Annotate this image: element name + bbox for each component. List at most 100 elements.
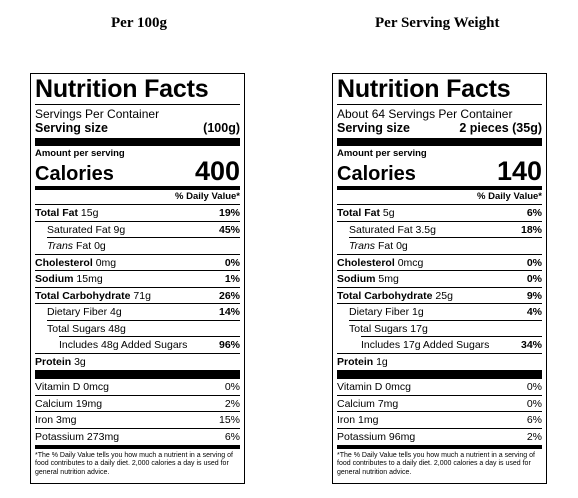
- dietary-fiber-pct: 4%: [526, 306, 542, 318]
- sodium-pct: 1%: [224, 273, 240, 285]
- added-sugars-row: Includes 48g Added Sugars 96%: [35, 337, 240, 354]
- protein-amount: 1g: [376, 355, 388, 368]
- calories-label: Calories: [337, 163, 416, 185]
- potassium-row: Potassium 96mg 2%: [337, 429, 542, 446]
- dietary-fiber-pct: 14%: [218, 306, 240, 318]
- total-fat-amount: 5g: [382, 207, 395, 219]
- protein-row: Protein 1g: [337, 354, 542, 371]
- total-carb-pct: 26%: [218, 289, 240, 302]
- sodium-amount: 5mg: [378, 273, 399, 285]
- potassium-pct: 2%: [526, 430, 542, 443]
- vitamin-d-label: Vitamin D 0mcg: [337, 381, 411, 393]
- footnote: *The % Daily Value tells you how much a …: [337, 452, 535, 476]
- vitamin-d-pct: 0%: [526, 381, 542, 393]
- nutrition-facts-title: Nutrition Facts: [337, 75, 511, 103]
- calories-value: 400: [194, 156, 240, 186]
- column-heading-per-100g: Per 100g: [111, 15, 167, 31]
- iron-label: Iron 3mg: [35, 414, 77, 426]
- calcium-row: Calcium 19mg 2%: [35, 396, 240, 412]
- iron-pct: 6%: [526, 414, 542, 426]
- daily-value-header: % Daily Value*: [35, 190, 240, 205]
- total-sugars-row: Total Sugars 17g: [337, 321, 542, 338]
- total-carb-row: Total Carbohydrate 71g 26%: [35, 288, 240, 304]
- calcium-pct: 0%: [526, 397, 542, 410]
- total-carb-label: Total Carbohydrate: [35, 289, 131, 302]
- protein-row: Protein 3g: [35, 354, 240, 371]
- serving-size-label: Serving size: [35, 121, 108, 135]
- calories-value: 140: [496, 156, 542, 186]
- total-carb-amount: 25g: [435, 289, 453, 302]
- iron-pct: 15%: [218, 414, 240, 426]
- total-sugars-label: Total Sugars 48g: [47, 322, 126, 335]
- total-fat-row: Total Fat 5g 6%: [337, 205, 542, 222]
- total-sugars-row: Total Sugars 48g: [35, 321, 240, 338]
- cholesterol-amount: 0mcg: [397, 256, 424, 269]
- total-fat-pct: 19%: [218, 207, 240, 219]
- trans-fat-row: Trans Fat 0g: [35, 238, 240, 255]
- trans-fat-row: Trans Fat 0g: [337, 238, 542, 255]
- added-sugars-pct: 96%: [218, 339, 240, 351]
- calories-row: Calories 400: [35, 156, 240, 186]
- sodium-label: Sodium: [35, 273, 74, 285]
- added-sugars-row: Includes 17g Added Sugars 34%: [337, 337, 542, 354]
- thick-divider: [337, 370, 542, 379]
- trans-fat-label: Trans: [349, 240, 376, 252]
- added-sugars-pct: 34%: [520, 339, 542, 351]
- total-carb-label: Total Carbohydrate: [337, 289, 433, 302]
- calories-label: Calories: [35, 163, 114, 185]
- daily-value-header: % Daily Value*: [337, 190, 542, 205]
- protein-amount: 3g: [74, 355, 86, 368]
- iron-row: Iron 1mg 6%: [337, 412, 542, 429]
- total-carb-pct: 9%: [526, 289, 542, 302]
- saturated-fat-row: Saturated Fat 9g 45%: [35, 222, 240, 239]
- calories-row: Calories 140: [337, 156, 542, 186]
- dietary-fiber-label: Dietary Fiber 1g: [349, 306, 424, 318]
- added-sugars-label: Includes 17g Added Sugars: [361, 339, 490, 351]
- saturated-fat-row: Saturated Fat 3.5g 18%: [337, 222, 542, 239]
- vitamin-d-pct: 0%: [224, 381, 240, 393]
- total-fat-pct: 6%: [526, 207, 542, 219]
- iron-label: Iron 1mg: [337, 414, 379, 426]
- thick-divider: [35, 138, 240, 146]
- sodium-pct: 0%: [526, 273, 542, 285]
- total-fat-row: Total Fat 15g 19%: [35, 205, 240, 222]
- medium-divider: [337, 186, 542, 190]
- cholesterol-pct: 0%: [526, 256, 542, 269]
- serving-size-label: Serving size: [337, 121, 410, 135]
- nutrition-label-per-serving: Nutrition Facts About 64 Servings Per Co…: [332, 73, 547, 484]
- potassium-label: Potassium 273mg: [35, 430, 120, 443]
- calcium-label: Calcium 7mg: [337, 397, 399, 410]
- dietary-fiber-row: Dietary Fiber 4g 14%: [35, 304, 240, 321]
- trans-fat-label: Trans: [47, 240, 74, 252]
- divider: [337, 104, 542, 105]
- cholesterol-amount: 0mg: [95, 256, 117, 269]
- servings-per-container: About 64 Servings Per Container: [337, 107, 513, 121]
- dietary-fiber-label: Dietary Fiber 4g: [47, 306, 122, 318]
- sodium-row: Sodium 15mg 1%: [35, 271, 240, 288]
- vitamin-d-row: Vitamin D 0mcg 0%: [35, 379, 240, 396]
- cholesterol-row: Cholesterol 0mg 0%: [35, 255, 240, 271]
- total-carb-row: Total Carbohydrate 25g 9%: [337, 288, 542, 304]
- calcium-pct: 2%: [224, 397, 240, 410]
- saturated-fat-label: Saturated Fat 9g: [47, 223, 126, 236]
- added-sugars-label: Includes 48g Added Sugars: [59, 339, 188, 351]
- serving-size-row: Serving size 2 pieces (35g): [337, 121, 542, 136]
- calcium-row: Calcium 7mg 0%: [337, 396, 542, 412]
- nutrition-label-per-100g: Nutrition Facts Servings Per Container S…: [30, 73, 245, 484]
- potassium-row: Potassium 273mg 6%: [35, 429, 240, 446]
- thick-divider: [337, 138, 542, 146]
- protein-label: Protein: [337, 355, 374, 368]
- serving-size-value: 2 pieces (35g): [459, 121, 542, 135]
- total-sugars-label: Total Sugars 17g: [349, 322, 428, 335]
- dietary-fiber-row: Dietary Fiber 1g 4%: [337, 304, 542, 321]
- cholesterol-row: Cholesterol 0mcg 0%: [337, 255, 542, 271]
- total-fat-label: Total Fat: [337, 207, 380, 219]
- cholesterol-pct: 0%: [224, 256, 240, 269]
- amount-per-serving: Amount per serving: [35, 148, 125, 159]
- total-carb-amount: 71g: [133, 289, 151, 302]
- calcium-label: Calcium 19mg: [35, 397, 103, 410]
- protein-label: Protein: [35, 355, 72, 368]
- iron-row: Iron 3mg 15%: [35, 412, 240, 429]
- serving-size-row: Serving size (100g): [35, 121, 240, 136]
- medium-divider: [35, 445, 240, 449]
